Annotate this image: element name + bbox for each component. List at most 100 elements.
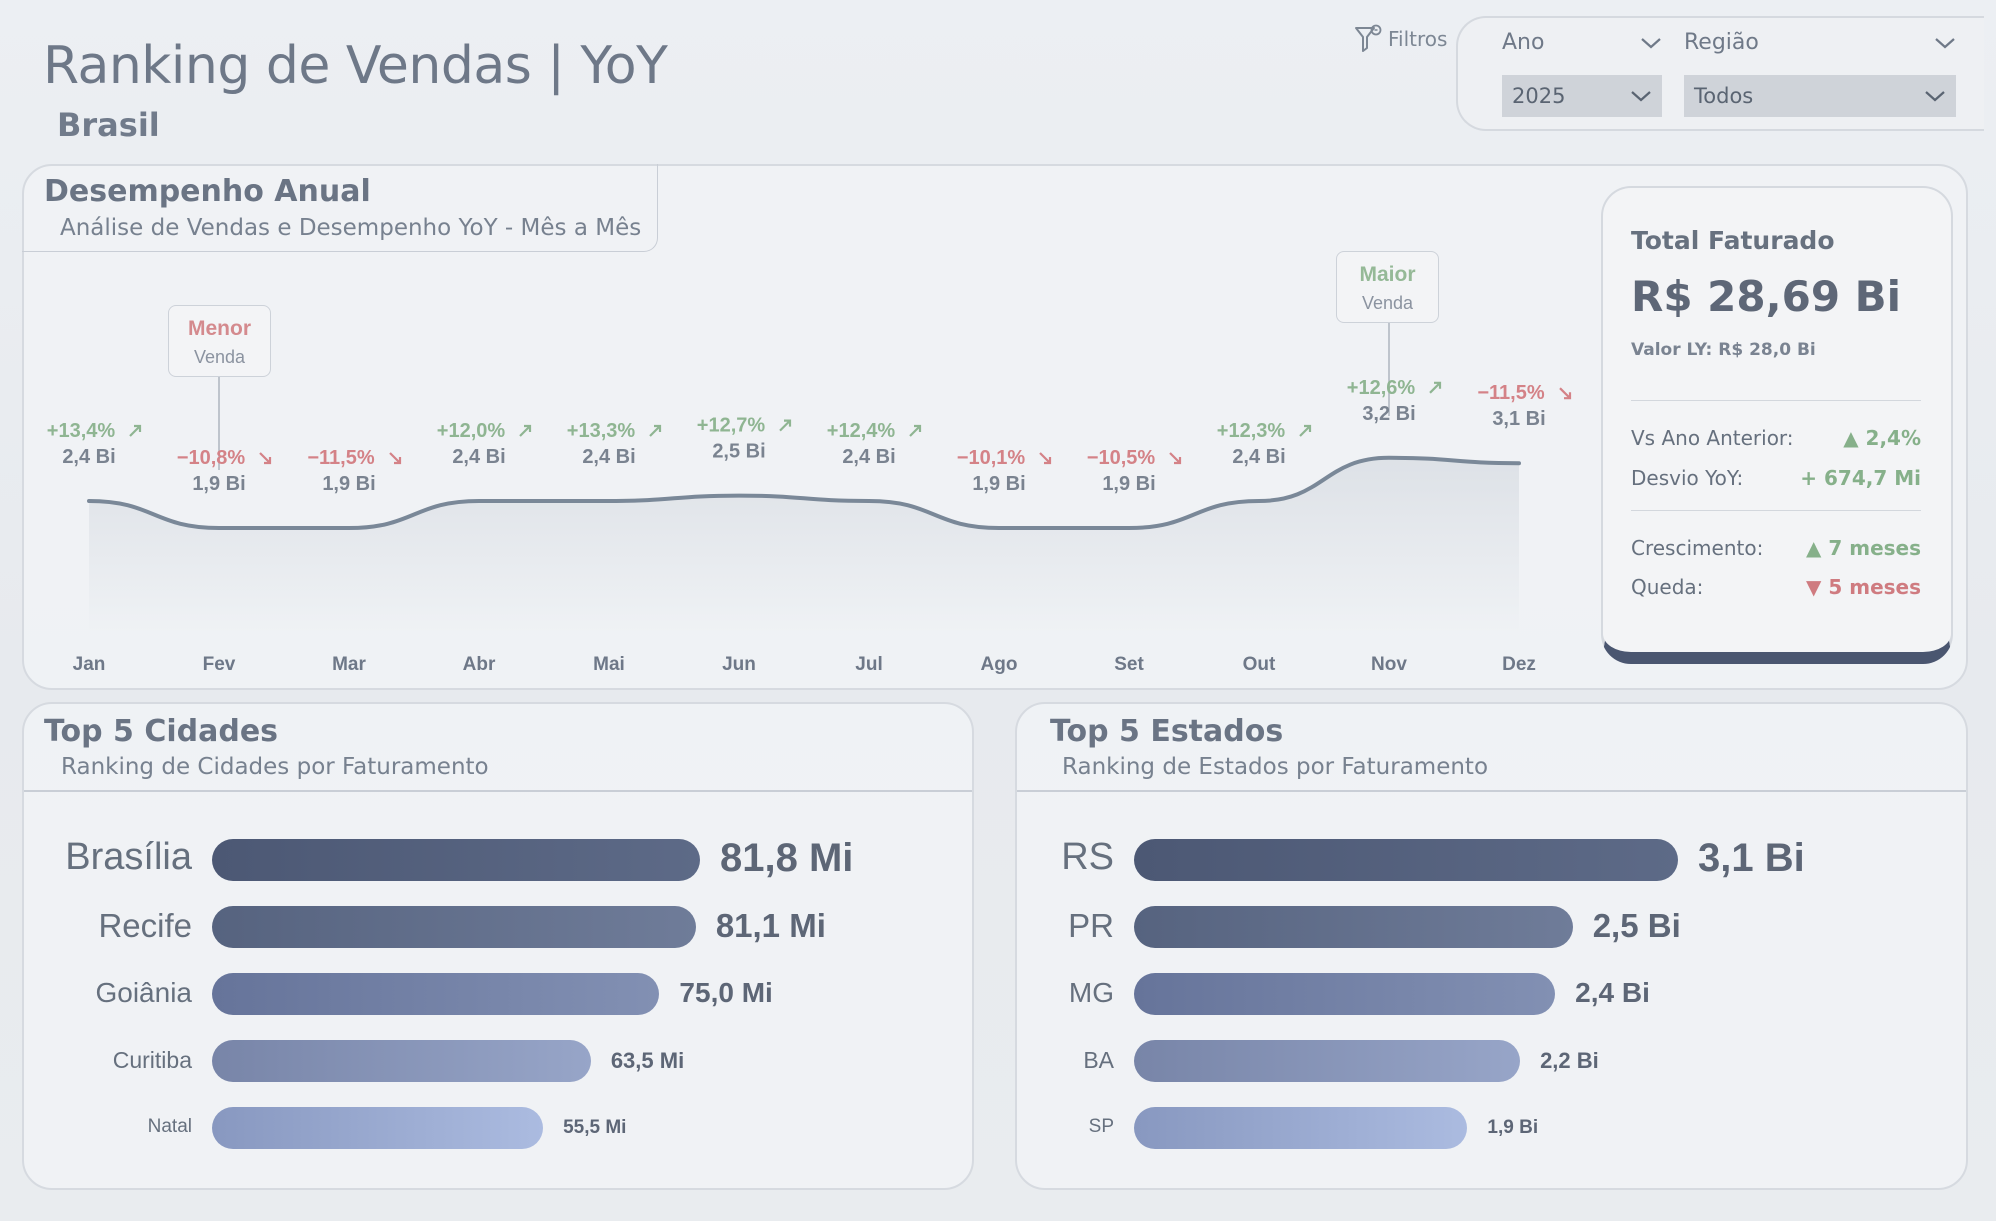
bar[interactable] (212, 973, 660, 1015)
year-slicer[interactable]: Ano 2025 (1502, 30, 1662, 117)
bar-category-label: Recife (98, 906, 192, 944)
kpi-desvio-value: + 674,7 Mi (1800, 466, 1921, 490)
kpi-growth-value: ▲ 7 meses (1806, 536, 1921, 560)
region-selected: Todos (1694, 84, 1754, 108)
callout-max-sale: Maior Venda (1336, 251, 1439, 323)
arrow-up-right-icon (779, 419, 792, 432)
yoy-up-label: +13,4% (47, 420, 142, 442)
line-area-fill (89, 457, 1519, 635)
kpi-drop-value: ▼ 5 meses (1806, 575, 1921, 599)
page-title: Ranking de Vendas | YoY (43, 36, 668, 96)
states-divider (1017, 790, 1966, 792)
bar-category-label: SP (1088, 1116, 1114, 1138)
yoy-up-label: +13,3% (567, 420, 662, 442)
year-selected: 2025 (1512, 84, 1566, 108)
x-tick-label: Fev (203, 654, 236, 675)
arrow-down-right-icon (1039, 452, 1052, 465)
arrow-up-right-icon (909, 424, 922, 437)
arrow-up-right-icon (1429, 381, 1442, 394)
bar[interactable] (1134, 1040, 1521, 1082)
data-label: 3,1 Bi (1492, 408, 1545, 430)
data-label: 3,2 Bi (1362, 403, 1415, 425)
yoy-down-label: −10,1% (957, 447, 1052, 469)
slicer-panel: Ano 2025 Região Todos (1456, 16, 1984, 131)
chevron-down-icon[interactable] (1934, 36, 1956, 50)
data-label: 2,5 Bi (712, 441, 765, 463)
bar-category-label: PR (1068, 906, 1114, 944)
kpi-desvio-label: Desvio YoY: (1631, 466, 1744, 490)
callout-min-sub: Venda (193, 347, 246, 367)
arrow-down-right-icon (389, 452, 402, 465)
callout-max-title: Maior (1359, 263, 1416, 286)
x-tick-label: Set (1114, 654, 1144, 675)
yoy-label: +12,7% (697, 415, 766, 437)
states-subtitle: Ranking de Estados por Faturamento (1062, 754, 1489, 780)
bar[interactable] (1134, 906, 1573, 948)
yoy-down-label: −10,8% (177, 447, 272, 469)
bar[interactable] (1134, 973, 1556, 1015)
annual-subtitle: Análise de Vendas e Desempenho YoY - Mês… (60, 215, 642, 241)
yoy-label: +13,4% (47, 420, 116, 442)
cities-bar-chart: Brasília 81,8 Mi Recife 81,1 Mi Goiânia 75,0 … (24, 704, 976, 1192)
annual-title-tab (22, 164, 658, 252)
region-slicer-label: Região (1684, 30, 1759, 55)
series-line (87, 455, 1521, 530)
kpi-drop-row: Queda: ▼ 5 meses (1631, 575, 1921, 599)
year-slicer-label: Ano (1502, 30, 1545, 55)
bar[interactable] (212, 1107, 544, 1149)
yoy-up-label: +12,6% (1347, 377, 1442, 399)
bar-value-label: 2,5 Bi (1592, 907, 1681, 945)
annual-title: Desempenho Anual (44, 174, 371, 209)
data-label: 1,9 Bi (322, 473, 375, 495)
bar[interactable] (212, 1040, 591, 1082)
callout-max-sub: Venda (1361, 293, 1414, 313)
bar-value-label: 1,9 Bi (1487, 1116, 1539, 1138)
cities-title: Top 5 Cidades (44, 714, 279, 749)
yoy-up-label: +12,3% (1217, 420, 1312, 442)
arrow-up-right-icon (1299, 424, 1312, 437)
callout-min-sale: Menor Venda (168, 305, 271, 377)
data-label: 1,9 Bi (1102, 473, 1155, 495)
bar[interactable] (1134, 839, 1678, 881)
x-tick-label: Abr (463, 654, 496, 675)
year-select[interactable]: 2025 (1502, 75, 1662, 117)
bar-category-label: Goiânia (95, 976, 192, 1008)
callout-min-title: Menor (188, 317, 251, 340)
bar[interactable] (1134, 1107, 1468, 1149)
x-tick-label: Mai (593, 654, 625, 675)
bar-value-label: 81,8 Mi (720, 836, 854, 880)
kpi-card: Total Faturado R$ 28,69 Bi Valor LY: R$ … (1601, 186, 1953, 664)
bar[interactable] (212, 906, 696, 948)
bar-value-label: 81,1 Mi (715, 907, 826, 945)
filters-button[interactable]: Filtros (1354, 24, 1447, 54)
filter-icon (1355, 24, 1382, 52)
kpi-growth-row: Crescimento: ▲ 7 meses (1631, 536, 1921, 560)
data-label: 2,4 Bi (582, 446, 635, 468)
yoy-label: +12,4% (827, 420, 896, 442)
arrow-down-right-icon (1559, 387, 1572, 400)
yoy-label: −10,8% (177, 447, 246, 469)
kpi-vs-value: ▲ 2,4% (1843, 426, 1921, 450)
arrow-down-right-icon (259, 452, 272, 465)
kpi-ly-value: Valor LY: R$ 28,0 Bi (1631, 340, 1816, 360)
region-slicer[interactable]: Região Todos (1684, 30, 1956, 117)
chevron-down-icon (1925, 91, 1945, 102)
cities-subtitle: Ranking de Cidades por Faturamento (61, 754, 489, 780)
kpi-divider (1631, 400, 1921, 401)
yoy-label: +12,3% (1217, 420, 1286, 442)
states-card: Top 5 Estados Ranking de Estados por Fat… (1015, 702, 1968, 1190)
region-select[interactable]: Todos (1684, 75, 1956, 117)
x-tick-label: Nov (1371, 654, 1407, 675)
kpi-drop-label: Queda: (1631, 575, 1704, 599)
data-label: 2,4 Bi (842, 446, 895, 468)
cities-card: Top 5 Cidades Ranking de Cidades por Fat… (22, 702, 974, 1190)
bar[interactable] (212, 839, 700, 881)
data-label: 2,4 Bi (1232, 446, 1285, 468)
x-tick-label: Dez (1502, 654, 1536, 675)
yoy-label: +13,3% (567, 420, 636, 442)
kpi-title: Total Faturado (1631, 226, 1835, 255)
chevron-down-icon[interactable] (1640, 36, 1662, 50)
x-tick-label: Ago (981, 654, 1018, 675)
kpi-vs-row: Vs Ano Anterior: ▲ 2,4% (1631, 426, 1921, 450)
bar-category-label: Natal (147, 1116, 192, 1138)
